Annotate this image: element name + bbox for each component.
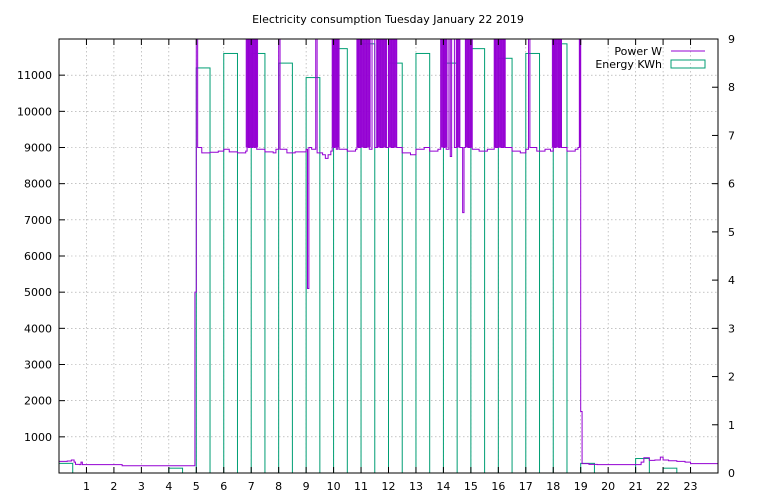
x-tick-label: 16 (491, 480, 505, 493)
y-right-tick-label: 5 (728, 226, 735, 239)
x-tick-label: 6 (220, 480, 227, 493)
x-tick-label: 13 (409, 480, 423, 493)
power-burst (440, 39, 448, 148)
x-tick-label: 4 (165, 480, 172, 493)
y-left-tick-label: 4000 (24, 322, 52, 335)
x-tick-label: 15 (464, 480, 478, 493)
power-burst (465, 39, 473, 148)
power-burst (332, 39, 340, 148)
y-right-tick-label: 8 (728, 81, 735, 94)
energy-bar (58, 462, 74, 474)
energy-bar (168, 467, 184, 474)
energy-bar (415, 52, 431, 474)
energy-bar (305, 77, 321, 474)
y-right-tick-label: 1 (728, 419, 735, 432)
x-tick-label: 10 (327, 480, 341, 493)
energy-bar (525, 52, 541, 474)
y-right-tick-label: 7 (728, 129, 735, 142)
power-burst (245, 39, 259, 148)
power-burst (551, 39, 562, 148)
y-left-tick-label: 6000 (24, 250, 52, 263)
power-burst (579, 39, 581, 148)
y-left-tick-label: 1000 (24, 431, 52, 444)
power-burst (356, 39, 371, 148)
y-left-tick-label: 2000 (24, 395, 52, 408)
x-tick-label: 12 (382, 480, 396, 493)
x-tick-label: 14 (436, 480, 450, 493)
legend-swatch-energy (670, 59, 706, 69)
x-tick-label: 9 (303, 480, 310, 493)
energy-bar (278, 62, 293, 474)
x-tick-label: 17 (519, 480, 533, 493)
y-left-tick-label: 3000 (24, 359, 52, 372)
y-left-tick-label: 10000 (17, 105, 52, 118)
legend-label: Energy KWh (595, 58, 662, 71)
power-burst (376, 39, 388, 148)
x-tick-label: 22 (656, 480, 670, 493)
power-line (59, 38, 718, 467)
x-tick-label: 2 (110, 480, 117, 493)
x-tick-label: 18 (546, 480, 560, 493)
y-right-tick-label: 3 (728, 322, 735, 335)
y-left-tick-label: 5000 (24, 286, 52, 299)
y-right-tick-label: 9 (728, 33, 735, 46)
power-burst (494, 39, 506, 148)
y-right-tick-label: 4 (728, 274, 735, 287)
energy-bar (470, 48, 486, 474)
y-left-tick-label: 7000 (24, 214, 52, 227)
energy-bar (635, 458, 650, 474)
legend-label: Power W (614, 45, 662, 58)
x-tick-label: 8 (275, 480, 282, 493)
x-tick-label: 20 (601, 480, 615, 493)
x-tick-label: 3 (138, 480, 145, 493)
axes: 1 2 3 4 5 6 7 8 9 10 11 12 13 14 15 16 17 18 19 20 21 22 23100… (17, 33, 735, 493)
x-tick-label: 5 (193, 480, 200, 493)
energy-bar (662, 467, 678, 474)
x-tick-label: 11 (354, 480, 368, 493)
chart-title: Electricity consumption Tuesday January … (252, 13, 524, 26)
x-tick-label: 23 (684, 480, 698, 493)
power-burst (388, 39, 397, 148)
y-right-tick-label: 6 (728, 178, 735, 191)
x-tick-label: 1 (83, 480, 90, 493)
x-tick-label: 7 (248, 480, 255, 493)
y-left-tick-label: 9000 (24, 142, 52, 155)
energy-bar (223, 52, 238, 474)
x-tick-label: 21 (629, 480, 643, 493)
y-left-tick-label: 11000 (17, 69, 52, 82)
y-right-tick-label: 2 (728, 371, 735, 384)
y-left-tick-label: 8000 (24, 178, 52, 191)
y-right-tick-label: 0 (728, 467, 735, 480)
energy-bar (195, 67, 211, 474)
x-tick-label: 19 (574, 480, 588, 493)
power-burst (455, 39, 460, 148)
